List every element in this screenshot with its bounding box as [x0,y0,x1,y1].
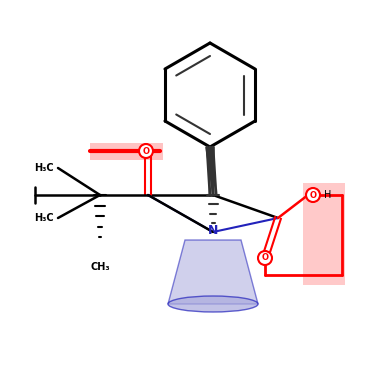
Text: CH₃: CH₃ [90,262,110,272]
Text: H: H [324,190,332,200]
Polygon shape [90,143,163,160]
Ellipse shape [168,296,258,312]
Circle shape [306,188,320,202]
Circle shape [258,251,272,265]
Text: O: O [262,253,269,262]
Text: H₃C: H₃C [34,213,54,223]
Text: N: N [208,223,218,236]
Polygon shape [208,147,218,195]
Polygon shape [206,147,214,195]
Text: H₃C: H₃C [34,163,54,173]
Text: O: O [309,191,316,199]
Polygon shape [303,183,345,285]
Text: O: O [142,147,149,155]
Circle shape [139,144,153,158]
Polygon shape [168,240,258,304]
